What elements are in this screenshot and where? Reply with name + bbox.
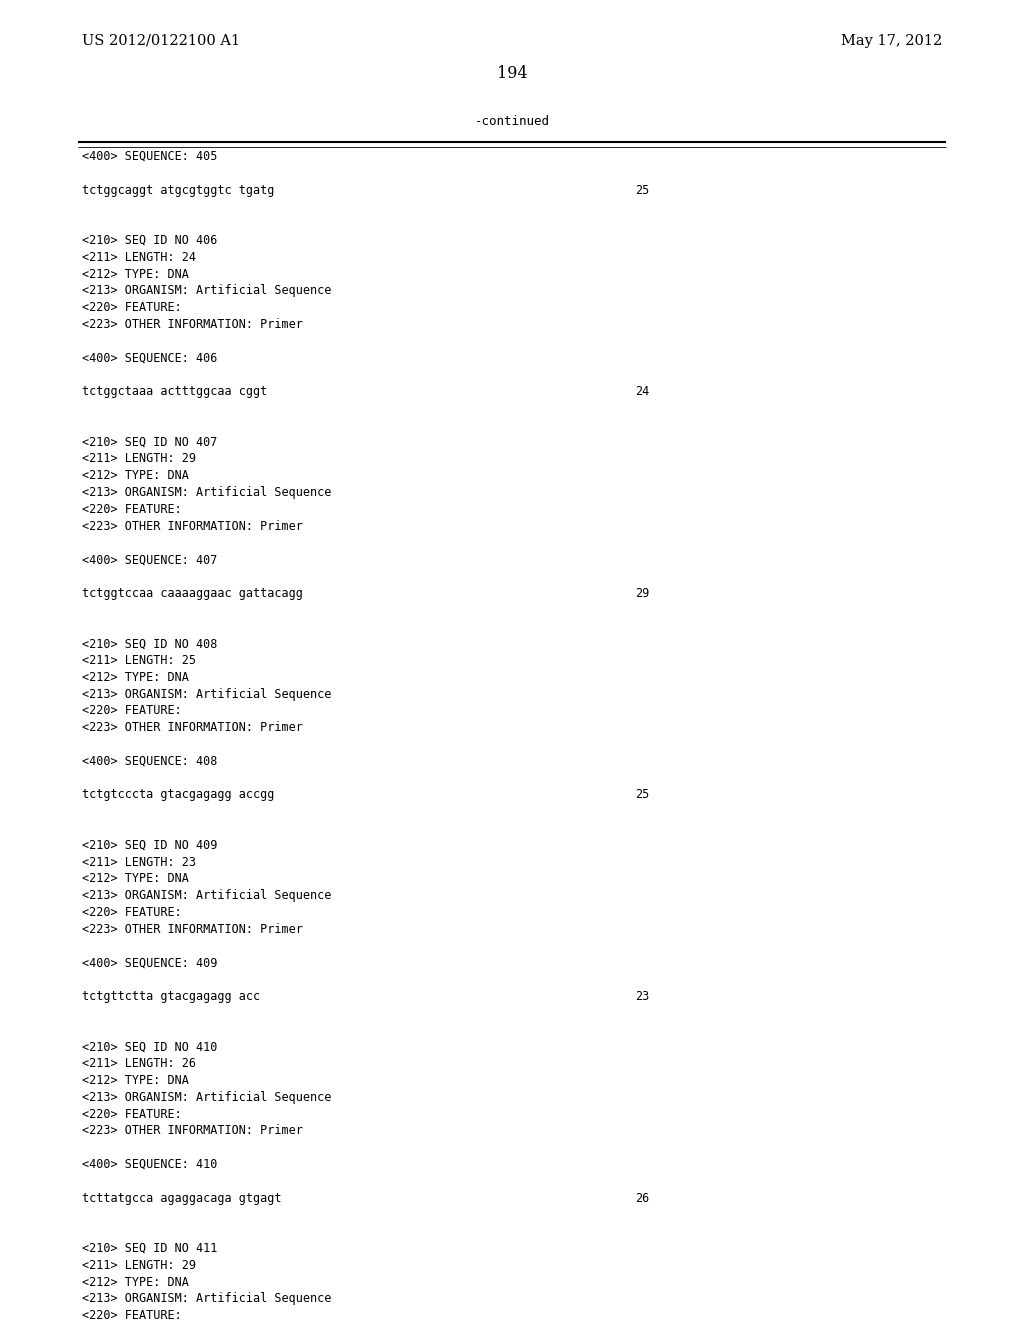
Text: <400> SEQUENCE: 410: <400> SEQUENCE: 410 [82, 1158, 217, 1171]
Text: 194: 194 [497, 65, 527, 82]
Text: <213> ORGANISM: Artificial Sequence: <213> ORGANISM: Artificial Sequence [82, 890, 332, 902]
Text: <223> OTHER INFORMATION: Primer: <223> OTHER INFORMATION: Primer [82, 318, 303, 331]
Text: <211> LENGTH: 26: <211> LENGTH: 26 [82, 1057, 196, 1071]
Text: <220> FEATURE:: <220> FEATURE: [82, 1107, 181, 1121]
Text: 25: 25 [635, 788, 649, 801]
Text: <400> SEQUENCE: 407: <400> SEQUENCE: 407 [82, 553, 217, 566]
Text: <212> TYPE: DNA: <212> TYPE: DNA [82, 873, 188, 886]
Text: -continued: -continued [474, 115, 550, 128]
Text: <220> FEATURE:: <220> FEATURE: [82, 906, 181, 919]
Text: <212> TYPE: DNA: <212> TYPE: DNA [82, 1275, 188, 1288]
Text: <211> LENGTH: 25: <211> LENGTH: 25 [82, 653, 196, 667]
Text: tctgtcccta gtacgagagg accgg: tctgtcccta gtacgagagg accgg [82, 788, 274, 801]
Text: tctggcaggt atgcgtggtc tgatg: tctggcaggt atgcgtggtc tgatg [82, 183, 274, 197]
Text: <210> SEQ ID NO 406: <210> SEQ ID NO 406 [82, 234, 217, 247]
Text: <212> TYPE: DNA: <212> TYPE: DNA [82, 671, 188, 684]
Text: <211> LENGTH: 29: <211> LENGTH: 29 [82, 453, 196, 466]
Text: tctggtccaa caaaaggaac gattacagg: tctggtccaa caaaaggaac gattacagg [82, 587, 303, 599]
Text: <400> SEQUENCE: 409: <400> SEQUENCE: 409 [82, 957, 217, 969]
Text: <223> OTHER INFORMATION: Primer: <223> OTHER INFORMATION: Primer [82, 1125, 303, 1138]
Text: <220> FEATURE:: <220> FEATURE: [82, 301, 181, 314]
Text: <213> ORGANISM: Artificial Sequence: <213> ORGANISM: Artificial Sequence [82, 1292, 332, 1305]
Text: <212> TYPE: DNA: <212> TYPE: DNA [82, 1074, 188, 1086]
Text: <210> SEQ ID NO 410: <210> SEQ ID NO 410 [82, 1040, 217, 1053]
Text: 23: 23 [635, 990, 649, 1003]
Text: <213> ORGANISM: Artificial Sequence: <213> ORGANISM: Artificial Sequence [82, 284, 332, 297]
Text: tcttatgcca agaggacaga gtgagt: tcttatgcca agaggacaga gtgagt [82, 1192, 282, 1205]
Text: <223> OTHER INFORMATION: Primer: <223> OTHER INFORMATION: Primer [82, 721, 303, 734]
Text: <220> FEATURE:: <220> FEATURE: [82, 503, 181, 516]
Text: <210> SEQ ID NO 407: <210> SEQ ID NO 407 [82, 436, 217, 449]
Text: May 17, 2012: May 17, 2012 [841, 34, 942, 48]
Text: <213> ORGANISM: Artificial Sequence: <213> ORGANISM: Artificial Sequence [82, 486, 332, 499]
Text: <223> OTHER INFORMATION: Primer: <223> OTHER INFORMATION: Primer [82, 923, 303, 936]
Text: tctgttctta gtacgagagg acc: tctgttctta gtacgagagg acc [82, 990, 260, 1003]
Text: 25: 25 [635, 183, 649, 197]
Text: <400> SEQUENCE: 405: <400> SEQUENCE: 405 [82, 150, 217, 162]
Text: <212> TYPE: DNA: <212> TYPE: DNA [82, 469, 188, 482]
Text: <211> LENGTH: 24: <211> LENGTH: 24 [82, 251, 196, 264]
Text: tctggctaaa actttggcaa cggt: tctggctaaa actttggcaa cggt [82, 385, 267, 399]
Text: <210> SEQ ID NO 411: <210> SEQ ID NO 411 [82, 1242, 217, 1255]
Text: <220> FEATURE:: <220> FEATURE: [82, 1309, 181, 1320]
Text: 26: 26 [635, 1192, 649, 1205]
Text: 29: 29 [635, 587, 649, 599]
Text: <213> ORGANISM: Artificial Sequence: <213> ORGANISM: Artificial Sequence [82, 1090, 332, 1104]
Text: <210> SEQ ID NO 409: <210> SEQ ID NO 409 [82, 838, 217, 851]
Text: <400> SEQUENCE: 408: <400> SEQUENCE: 408 [82, 755, 217, 768]
Text: <211> LENGTH: 23: <211> LENGTH: 23 [82, 855, 196, 869]
Text: <400> SEQUENCE: 406: <400> SEQUENCE: 406 [82, 351, 217, 364]
Text: <213> ORGANISM: Artificial Sequence: <213> ORGANISM: Artificial Sequence [82, 688, 332, 701]
Text: <223> OTHER INFORMATION: Primer: <223> OTHER INFORMATION: Primer [82, 520, 303, 532]
Text: <220> FEATURE:: <220> FEATURE: [82, 705, 181, 717]
Text: 24: 24 [635, 385, 649, 399]
Text: US 2012/0122100 A1: US 2012/0122100 A1 [82, 34, 240, 48]
Text: <210> SEQ ID NO 408: <210> SEQ ID NO 408 [82, 638, 217, 651]
Text: <212> TYPE: DNA: <212> TYPE: DNA [82, 268, 188, 281]
Text: <211> LENGTH: 29: <211> LENGTH: 29 [82, 1259, 196, 1271]
